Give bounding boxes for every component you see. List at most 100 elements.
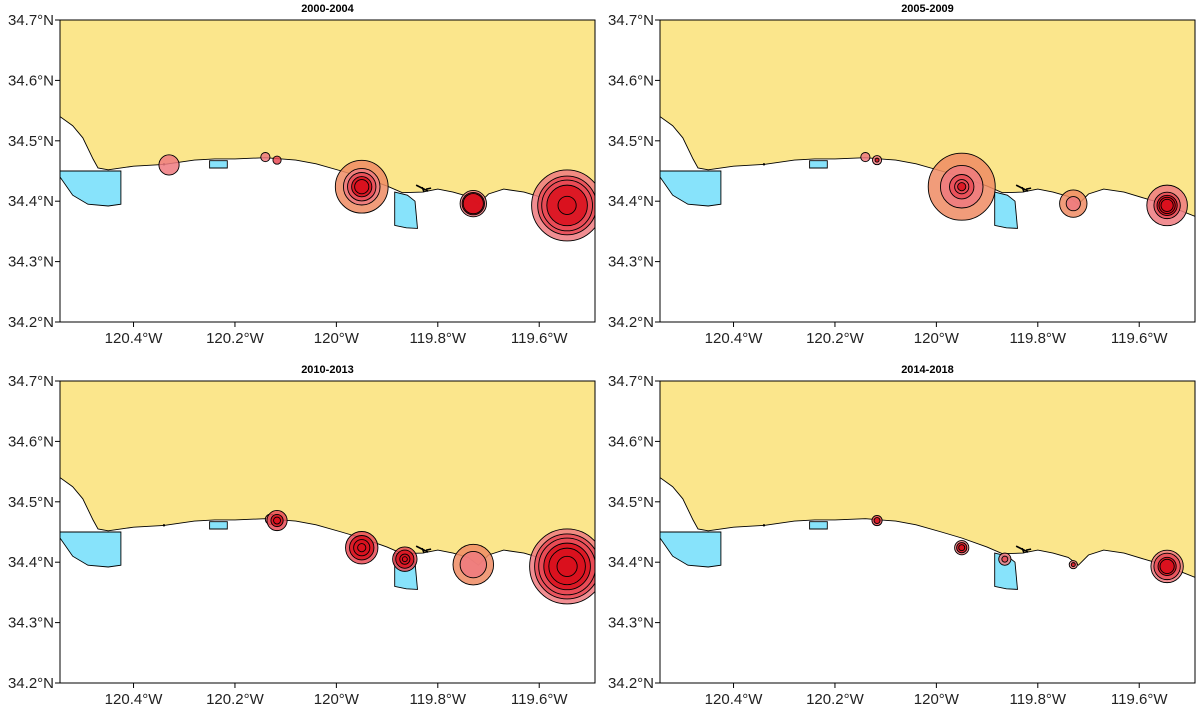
abundance-bubble [874, 157, 880, 163]
panel-title: 2010-2013 [301, 364, 354, 376]
abundance-bubble [556, 555, 578, 577]
y-tick-label: 34.2°N [8, 314, 54, 331]
y-tick-label: 34.3°N [608, 615, 654, 632]
x-tick-label: 119.8°W [409, 691, 466, 708]
x-tick-label: 119.6°W [511, 330, 568, 347]
x-tick-label: 119.6°W [1111, 691, 1168, 708]
x-tick-label: 120°W [314, 330, 360, 347]
y-tick-label: 34.3°N [608, 254, 654, 271]
panel-title: 2005-2009 [901, 3, 954, 15]
y-tick-label: 34.3°N [8, 254, 54, 271]
mpa-naples [660, 170, 722, 207]
abundance-bubble [1065, 196, 1081, 212]
y-tick-label: 34.4°N [8, 193, 54, 210]
map-panel-2014-2018: 2014-2018 34.2°N 34.3°N 34.4°N 34.5°N 34.6°N 3… [608, 364, 1196, 708]
mpa-kashtayit [209, 160, 228, 169]
x-tick-label: 120°W [914, 691, 960, 708]
x-tick-label: 120.2°W [206, 691, 265, 708]
x-tick-label: 119.6°W [1111, 330, 1168, 347]
y-tick-label: 34.5°N [608, 494, 654, 511]
land [60, 381, 595, 578]
point-marker [762, 163, 766, 166]
abundance-bubble [272, 155, 282, 165]
x-tick-label: 119.8°W [1009, 691, 1066, 708]
y-tick-label: 34.2°N [608, 314, 654, 331]
mpa-campus-point [994, 191, 1018, 229]
y-tick-label: 34.7°N [8, 12, 54, 29]
mpa-campus-point [394, 191, 418, 229]
land [660, 381, 1195, 578]
x-tick-label: 120°W [914, 330, 960, 347]
abundance-bubble [273, 516, 281, 525]
mpa-naples [660, 531, 722, 568]
abundance-bubble [1070, 562, 1076, 568]
x-tick-label: 119.8°W [409, 330, 466, 347]
abundance-bubble [957, 182, 967, 192]
harbor-mark [1015, 545, 1032, 554]
x-tick-label: 120.2°W [806, 330, 865, 347]
abundance-bubble [462, 193, 484, 215]
abundance-bubble [958, 544, 966, 552]
abundance-bubble [260, 152, 271, 163]
y-tick-label: 34.4°N [608, 193, 654, 210]
abundance-bubble [158, 154, 180, 176]
abundance-bubble [401, 556, 408, 563]
land [660, 20, 1195, 217]
y-tick-label: 34.2°N [608, 675, 654, 692]
point-marker [762, 524, 766, 527]
coastline [660, 477, 1195, 578]
harbor-mark [1015, 184, 1032, 193]
y-tick-label: 34.7°N [608, 373, 654, 390]
mpa-kashtayit [209, 521, 228, 530]
x-tick-label: 120.4°W [105, 330, 164, 347]
mpa-kashtayit [809, 521, 828, 530]
x-tick-label: 120.2°W [806, 691, 865, 708]
abundance-bubble [1159, 558, 1175, 574]
x-tick-label: 120.2°W [206, 330, 265, 347]
x-tick-label: 119.8°W [1009, 330, 1066, 347]
harbor-mark [415, 184, 432, 193]
point-marker [162, 524, 166, 527]
y-tick-label: 34.7°N [608, 12, 654, 29]
harbor-mark [415, 545, 432, 554]
abundance-bubble [354, 179, 370, 195]
x-tick-label: 119.6°W [511, 691, 568, 708]
panel-frame [59, 19, 596, 323]
y-tick-label: 34.6°N [8, 433, 54, 450]
abundance-bubble [1001, 555, 1009, 563]
y-tick-label: 34.7°N [8, 373, 54, 390]
y-tick-label: 34.6°N [608, 433, 654, 450]
y-tick-label: 34.5°N [8, 133, 54, 150]
y-tick-label: 34.5°N [608, 133, 654, 150]
map-panel-2000-2004: 2000-2004 34.2°N 34.3°N 34.4°N 34.5°N 34.6°N 3… [8, 3, 596, 347]
y-tick-label: 34.2°N [8, 675, 54, 692]
mpa-naples [60, 531, 122, 568]
panel-frame [59, 380, 596, 684]
abundance-bubble [557, 195, 577, 215]
y-tick-label: 34.3°N [8, 615, 54, 632]
y-tick-label: 34.6°N [8, 72, 54, 89]
map-panel-2010-2013: 2010-2013 34.2°N 34.3°N 34.4°N 34.5°N 34.6°N 3… [8, 364, 596, 708]
y-tick-label: 34.4°N [608, 554, 654, 571]
x-tick-label: 120.4°W [705, 691, 764, 708]
panel-title: 2000-2004 [301, 3, 354, 15]
y-tick-label: 34.6°N [608, 72, 654, 89]
abundance-bubble [860, 152, 871, 163]
map-panel-2005-2009: 2005-2009 34.2°N 34.3°N 34.4°N 34.5°N 34.6°N 3… [608, 3, 1196, 347]
map-panels: 2000-2004 34.2°N 34.3°N 34.4°N 34.5°N 34.6°N 3… [8, 3, 1196, 708]
x-tick-label: 120.4°W [705, 330, 764, 347]
panel-title: 2014-2018 [901, 364, 954, 376]
panel-frame [659, 19, 1196, 323]
y-tick-label: 34.4°N [8, 554, 54, 571]
abundance-bubble [1160, 198, 1174, 212]
land [60, 20, 595, 217]
abundance-bubble [873, 517, 881, 524]
x-tick-label: 120.4°W [105, 691, 164, 708]
mpa-naples [60, 170, 122, 207]
abundance-bubble [459, 550, 487, 579]
abundance-bubble [357, 543, 367, 553]
y-tick-label: 34.5°N [8, 494, 54, 511]
mpa-kashtayit [809, 160, 828, 169]
x-tick-label: 120°W [314, 691, 360, 708]
